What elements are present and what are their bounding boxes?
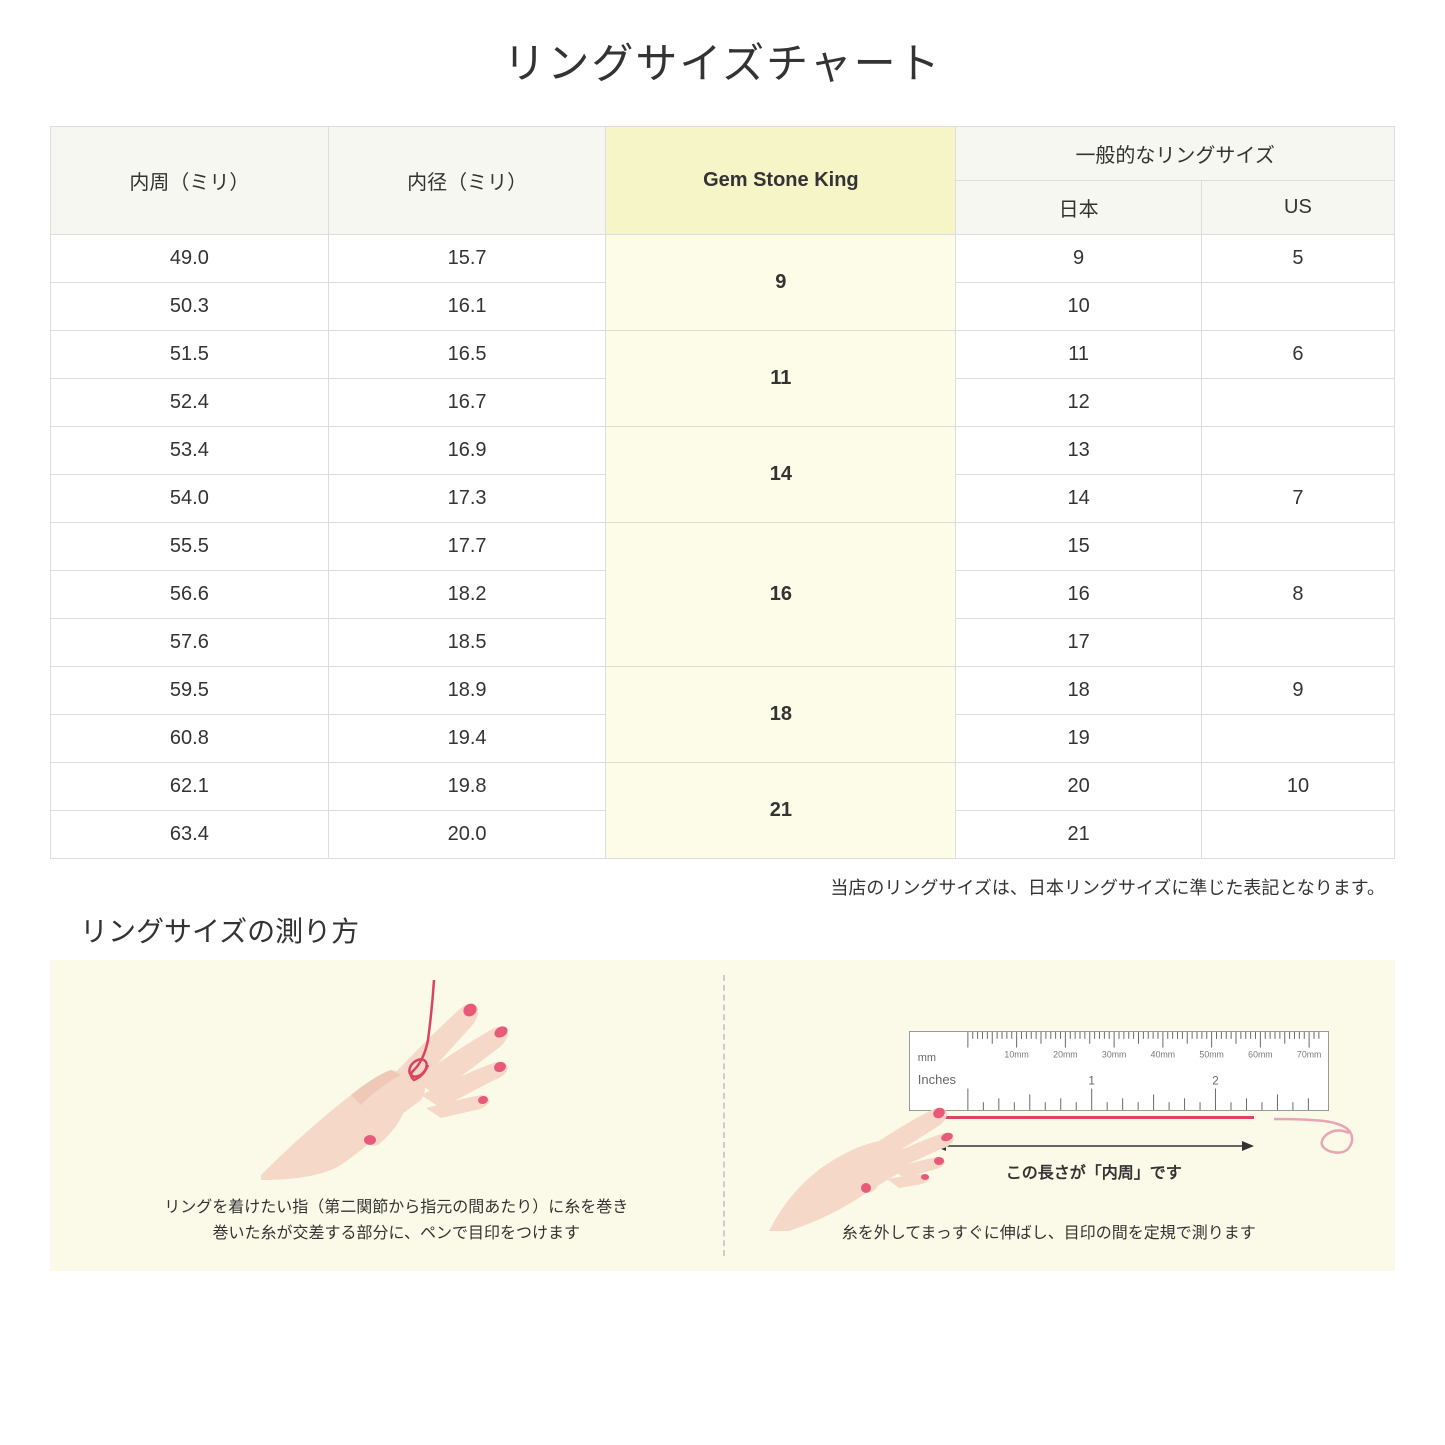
table-row: 49.015.7995	[51, 235, 1395, 283]
arrow-label: この長さが「内周」です	[934, 1159, 1254, 1183]
svg-text:60mm: 60mm	[1248, 1049, 1272, 1059]
cell-jp: 11	[956, 331, 1202, 379]
col-general: 一般的なリングサイズ	[956, 127, 1395, 181]
ring-size-table: 内周（ミリ） 内径（ミリ） Gem Stone King 一般的なリングサイズ …	[50, 126, 1395, 859]
cell-circumference: 59.5	[51, 667, 329, 715]
cell-us	[1201, 283, 1394, 331]
instructions-heading: リングサイズの測り方	[80, 910, 1395, 950]
col-japan: 日本	[956, 181, 1202, 235]
cell-jp: 14	[956, 475, 1202, 523]
cell-jp: 21	[956, 811, 1202, 859]
cell-us: 7	[1201, 475, 1394, 523]
page-title: リングサイズチャート	[50, 30, 1395, 91]
left-caption: リングを着けたい指（第二関節から指元の間あたり）に糸を巻き 巻いた糸が交差する部…	[164, 1195, 628, 1246]
cell-diameter: 18.2	[328, 571, 606, 619]
cell-diameter: 16.1	[328, 283, 606, 331]
instruction-left: リングを着けたい指（第二関節から指元の間あたり）に糸を巻き 巻いた糸が交差する部…	[80, 980, 713, 1246]
cell-circumference: 49.0	[51, 235, 329, 283]
cell-diameter: 19.8	[328, 763, 606, 811]
cell-gsk: 18	[606, 667, 956, 763]
table-row: 55.517.71615	[51, 523, 1395, 571]
col-circumference: 内周（ミリ）	[51, 127, 329, 235]
cell-diameter: 18.5	[328, 619, 606, 667]
cell-diameter: 18.9	[328, 667, 606, 715]
cell-us: 10	[1201, 763, 1394, 811]
table-row: 62.119.8212010	[51, 763, 1395, 811]
cell-diameter: 17.7	[328, 523, 606, 571]
table-row: 51.516.511116	[51, 331, 1395, 379]
red-thread	[934, 1116, 1254, 1119]
cell-circumference: 56.6	[51, 571, 329, 619]
hand-right	[769, 1081, 969, 1231]
cell-circumference: 50.3	[51, 283, 329, 331]
cell-us: 9	[1201, 667, 1394, 715]
cell-circumference: 53.4	[51, 427, 329, 475]
cell-circumference: 52.4	[51, 379, 329, 427]
cell-jp: 17	[956, 619, 1202, 667]
cell-diameter: 16.7	[328, 379, 606, 427]
cell-us	[1201, 427, 1394, 475]
ruler: mm Inches 10mm20mm30mm40mm50mm60mm70mm12	[909, 1031, 1329, 1111]
cell-diameter: 16.9	[328, 427, 606, 475]
cell-diameter: 16.5	[328, 331, 606, 379]
cell-us: 8	[1201, 571, 1394, 619]
cell-circumference: 60.8	[51, 715, 329, 763]
cell-diameter: 15.7	[328, 235, 606, 283]
svg-text:50mm: 50mm	[1199, 1049, 1223, 1059]
measure-arrow	[934, 1136, 1254, 1156]
cell-us: 6	[1201, 331, 1394, 379]
cell-diameter: 20.0	[328, 811, 606, 859]
cell-diameter: 17.3	[328, 475, 606, 523]
col-us: US	[1201, 181, 1394, 235]
cell-us: 5	[1201, 235, 1394, 283]
cell-circumference: 55.5	[51, 523, 329, 571]
svg-text:1: 1	[1088, 1074, 1095, 1087]
cell-gsk: 9	[606, 235, 956, 331]
cell-us	[1201, 379, 1394, 427]
table-row: 53.416.91413	[51, 427, 1395, 475]
cell-jp: 20	[956, 763, 1202, 811]
cell-circumference: 57.6	[51, 619, 329, 667]
cell-jp: 15	[956, 523, 1202, 571]
cell-jp: 16	[956, 571, 1202, 619]
cell-jp: 9	[956, 235, 1202, 283]
col-gsk: Gem Stone King	[606, 127, 956, 235]
instruction-right: mm Inches 10mm20mm30mm40mm50mm60mm70mm12…	[733, 980, 1366, 1246]
cell-circumference: 62.1	[51, 763, 329, 811]
thread-curl	[1274, 1101, 1364, 1161]
svg-text:10mm: 10mm	[1004, 1049, 1028, 1059]
col-diameter: 内径（ミリ）	[328, 127, 606, 235]
instructions-panel: リングを着けたい指（第二関節から指元の間あたり）に糸を巻き 巻いた糸が交差する部…	[50, 960, 1395, 1271]
cell-circumference: 51.5	[51, 331, 329, 379]
cell-circumference: 63.4	[51, 811, 329, 859]
cell-circumference: 54.0	[51, 475, 329, 523]
cell-jp: 12	[956, 379, 1202, 427]
ruler-illustration: mm Inches 10mm20mm30mm40mm50mm60mm70mm12…	[769, 1021, 1329, 1221]
svg-text:2: 2	[1212, 1074, 1219, 1087]
cell-jp: 19	[956, 715, 1202, 763]
svg-text:30mm: 30mm	[1102, 1049, 1126, 1059]
cell-us	[1201, 715, 1394, 763]
cell-us	[1201, 523, 1394, 571]
cell-gsk: 21	[606, 763, 956, 859]
cell-jp: 13	[956, 427, 1202, 475]
cell-jp: 18	[956, 667, 1202, 715]
cell-us	[1201, 619, 1394, 667]
cell-jp: 10	[956, 283, 1202, 331]
cell-gsk: 16	[606, 523, 956, 667]
cell-diameter: 19.4	[328, 715, 606, 763]
cell-gsk: 11	[606, 331, 956, 427]
svg-text:70mm: 70mm	[1297, 1049, 1321, 1059]
cell-gsk: 14	[606, 427, 956, 523]
table-row: 59.518.918189	[51, 667, 1395, 715]
svg-text:40mm: 40mm	[1150, 1049, 1174, 1059]
hand-wrap-illustration	[256, 980, 536, 1180]
svg-text:20mm: 20mm	[1053, 1049, 1077, 1059]
cell-us	[1201, 811, 1394, 859]
table-note: 当店のリングサイズは、日本リングサイズに準じた表記となります。	[50, 874, 1395, 900]
